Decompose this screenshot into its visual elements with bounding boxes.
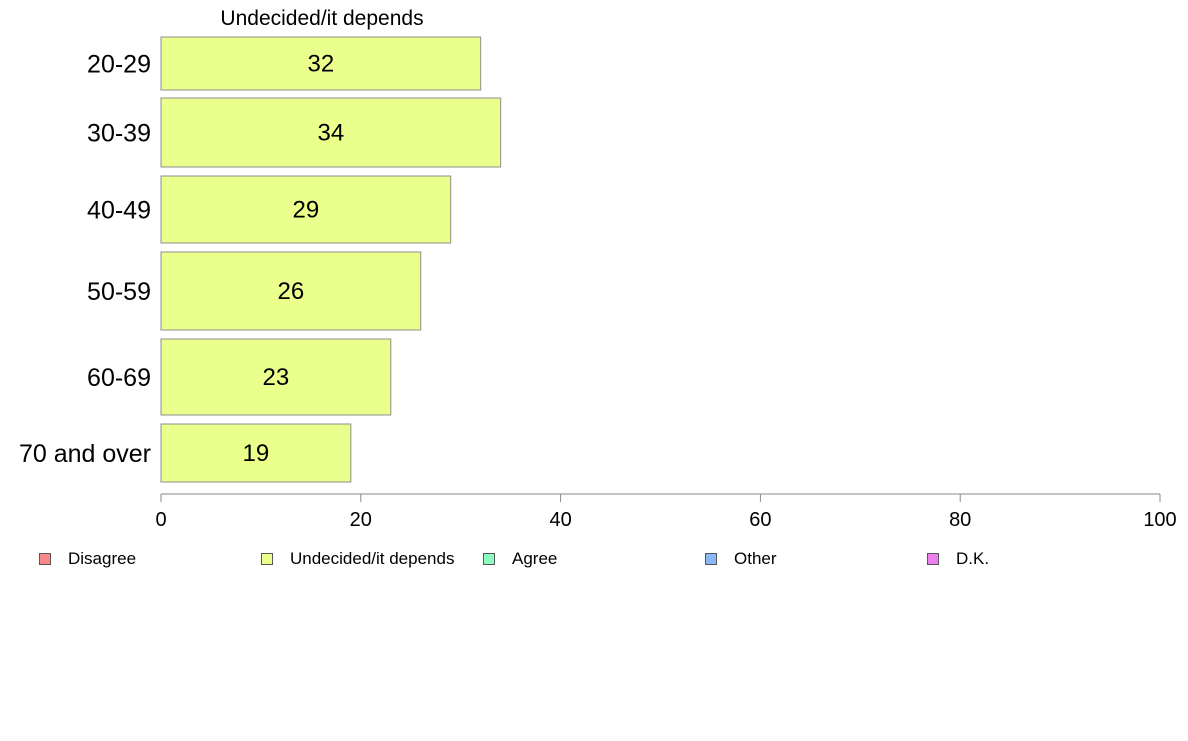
x-tick-label: 20 [350, 509, 372, 531]
bar-value-label: 34 [317, 120, 344, 147]
legend-item-disagree: Disagree [39, 548, 136, 570]
x-axis: 0 20 40 60 80 100 [155, 493, 1177, 531]
legend-swatch-agree [483, 553, 495, 565]
bar-value-label: 32 [307, 51, 334, 78]
category-label: 50-59 [87, 278, 151, 306]
bar-50-59 [160, 251, 422, 331]
legend: Disagree Undecided/it depends Agree Othe… [0, 548, 1188, 570]
legend-swatch-other [705, 553, 717, 565]
bar-value-label: 23 [263, 364, 290, 391]
legend-swatch-disagree [39, 553, 51, 565]
bar-value-label: 19 [243, 440, 270, 467]
category-label: 20-29 [87, 51, 151, 79]
chart-title: Undecided/it depends [220, 7, 423, 30]
bar-60-69 [160, 338, 392, 416]
legend-item-dk: D.K. [927, 548, 989, 570]
category-label: 60-69 [87, 364, 151, 392]
legend-label-other: Other [734, 549, 777, 568]
bar-value-label: 26 [278, 278, 305, 305]
bar-20-29 [160, 36, 482, 91]
legend-label-agree: Agree [512, 549, 558, 568]
x-tick-label: 100 [1143, 509, 1176, 531]
legend-swatch-undecided [261, 553, 273, 565]
x-tick-label: 40 [549, 509, 571, 531]
bar-70-and-over [160, 423, 352, 483]
category-label: 40-49 [87, 197, 151, 225]
category-label: 30-39 [87, 120, 151, 148]
legend-label-undecided: Undecided/it depends [290, 549, 455, 568]
x-tick-label: 0 [155, 509, 166, 531]
x-tick-label: 80 [949, 509, 971, 531]
category-label: 70 and over [19, 440, 151, 468]
legend-item-other: Other [705, 548, 777, 570]
bar-40-49 [160, 175, 452, 244]
legend-label-disagree: Disagree [68, 549, 137, 568]
bar-value-label: 29 [293, 197, 320, 224]
legend-item-undecided: Undecided/it depends [261, 548, 454, 570]
bar-30-39 [160, 97, 502, 168]
x-tick-label: 60 [749, 509, 771, 531]
legend-swatch-dk [927, 553, 939, 565]
legend-label-dk: D.K. [956, 549, 990, 568]
legend-item-agree: Agree [483, 548, 557, 570]
bars-layer: 32 20-29 34 30-39 29 40-49 26 50-59 23 60-69 19 70 … [19, 36, 502, 483]
